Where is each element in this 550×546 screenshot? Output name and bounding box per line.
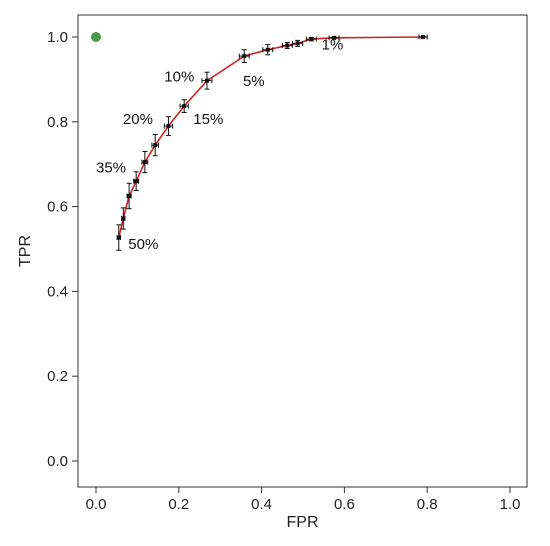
x-tick-label: 0.6 [334, 496, 355, 513]
threshold-annotation: 5% [243, 73, 265, 90]
data-point [421, 35, 426, 39]
threshold-annotation: 35% [96, 160, 126, 177]
data-point [242, 54, 247, 59]
threshold-annotation: 15% [193, 111, 223, 128]
threshold-annotation: 1% [322, 37, 344, 54]
data-point [116, 235, 121, 240]
y-axis-label: TPR [17, 235, 34, 267]
data-point [295, 41, 300, 46]
x-tick-label: 0.8 [417, 496, 438, 513]
data-point [127, 194, 132, 198]
data-point [265, 47, 270, 52]
data-point [121, 216, 126, 221]
y-tick-label: 0.6 [47, 199, 68, 216]
data-point [153, 143, 158, 148]
y-tick-label: 0.4 [47, 283, 68, 300]
data-point [182, 104, 187, 109]
x-tick-label: 0.0 [86, 496, 107, 513]
threshold-annotation: 50% [128, 236, 158, 253]
plot-area: 0.0 0.2 0.4 0.6 0.8 1.0 0.0 0.2 0.4 0.6 0.8 1.0 50% 3… [47, 14, 528, 513]
threshold-annotation: 20% [123, 111, 153, 128]
roc-curve-line [118, 36, 424, 238]
threshold-annotation: 10% [164, 69, 194, 86]
data-point [285, 43, 290, 48]
data-point [142, 160, 147, 165]
ideal-point-marker [91, 32, 101, 42]
y-tick-label: 1.0 [47, 29, 68, 46]
y-tick-label: 0.8 [47, 114, 68, 131]
data-point [204, 78, 209, 83]
data-point [309, 37, 314, 42]
y-tick-label: 0.2 [47, 368, 68, 385]
data-point [134, 179, 139, 184]
x-axis-label: FPR [287, 514, 319, 531]
x-tick-label: 0.4 [251, 496, 272, 513]
x-tick-label: 0.2 [168, 496, 189, 513]
y-tick-label: 0.0 [47, 453, 68, 470]
data-point [166, 124, 171, 129]
x-tick-label: 1.0 [500, 496, 521, 513]
plot-frame [77, 14, 528, 488]
data-point [332, 35, 337, 40]
